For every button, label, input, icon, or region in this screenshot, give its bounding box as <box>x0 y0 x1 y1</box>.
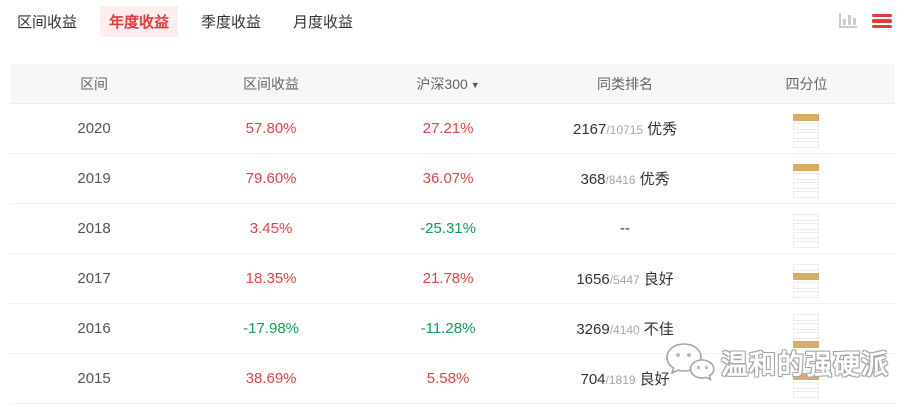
quartile-cell <box>718 208 895 250</box>
interval-return-cell: 38.69% <box>245 370 297 387</box>
peer-rank-cell: 2167/10715 优秀 <box>532 118 718 139</box>
rank-total: /8416 <box>605 173 636 187</box>
rank-total: /10715 <box>606 123 644 137</box>
tab-quarterly-returns[interactable]: 季度收益 <box>201 13 262 31</box>
peer-rank-cell: 1656/5447 良好 <box>532 268 718 289</box>
rank-number: 704 <box>580 371 606 388</box>
table-row: 2016 -17.98% -11.28% 3269/4140 不佳 <box>10 304 895 354</box>
table-body: 2020 57.80% 27.21% 2167/10715 优秀 2019 79.60% 36… <box>10 104 895 404</box>
rank-number: 368 <box>580 171 606 188</box>
peer-rank-cell: 704/1819 良好 <box>532 368 718 389</box>
header-interval-return: 区间收益 <box>243 75 300 92</box>
rank-grade-label: 优秀 <box>647 121 678 138</box>
benchmark-return-cell: 27.21% <box>422 120 474 137</box>
quartile-icon <box>793 163 820 200</box>
rank-grade-label: 良好 <box>639 371 670 388</box>
rank-total: /1819 <box>605 373 636 387</box>
table-row: 2015 38.69% 5.58% 704/1819 良好 <box>10 354 895 404</box>
rank-grade-label: 不佳 <box>643 321 674 338</box>
benchmark-return-cell: 21.78% <box>422 270 474 287</box>
quartile-icon <box>793 363 820 400</box>
rank-number: 1656 <box>576 271 610 288</box>
interval-return-cell: 79.60% <box>245 170 297 187</box>
peer-rank-cell: 3269/4140 不佳 <box>532 318 718 339</box>
table-header-row: 区间 区间收益 沪深300 ▼ 同类排名 四分位 <box>10 64 895 104</box>
table-row: 2019 79.60% 36.07% 368/8416 优秀 <box>10 154 895 204</box>
rank-total: /5447 <box>609 273 640 287</box>
bar-chart-icon[interactable] <box>835 9 861 33</box>
rank-number: -- <box>620 220 631 237</box>
interval-return-cell: 3.45% <box>249 220 293 237</box>
annual-returns-table: 区间 区间收益 沪深300 ▼ 同类排名 四分位 2020 57.80% 27.21%… <box>10 64 895 404</box>
rank-grade-label: 优秀 <box>639 171 670 188</box>
header-benchmark-label: 沪深300 <box>416 75 468 92</box>
interval-return-cell: 57.80% <box>245 120 297 137</box>
benchmark-return-cell: 5.58% <box>426 370 470 387</box>
benchmark-return-cell: -25.31% <box>420 220 476 237</box>
rank-total: /4140 <box>609 323 640 337</box>
peer-rank-cell: 368/8416 优秀 <box>532 168 718 189</box>
quartile-cell <box>718 308 895 350</box>
quartile-icon <box>793 313 820 350</box>
header-period: 区间 <box>80 75 109 92</box>
period-cell: 2019 <box>77 170 111 187</box>
tab-annual-returns[interactable]: 年度收益 <box>100 5 179 37</box>
quartile-cell <box>718 358 895 400</box>
period-cell: 2018 <box>77 220 111 237</box>
tab-interval-returns[interactable]: 区间收益 <box>17 13 78 31</box>
rank-number: 2167 <box>573 121 607 138</box>
header-quartile: 四分位 <box>785 75 828 92</box>
quartile-cell <box>718 108 895 150</box>
period-cell: 2020 <box>77 120 111 137</box>
quartile-icon <box>793 113 820 150</box>
header-benchmark-dropdown[interactable]: 沪深300 ▼ <box>364 74 532 94</box>
peer-rank-cell: -- <box>532 220 718 237</box>
table-row: 2020 57.80% 27.21% 2167/10715 优秀 <box>10 104 895 154</box>
interval-return-cell: 18.35% <box>245 270 297 287</box>
table-row: 2018 3.45% -25.31% -- <box>10 204 895 254</box>
quartile-icon <box>793 213 820 250</box>
interval-return-cell: -17.98% <box>243 320 299 337</box>
returns-tabbar: 区间收益 年度收益 季度收益 月度收益 <box>0 0 905 37</box>
tab-monthly-returns[interactable]: 月度收益 <box>293 13 354 31</box>
chevron-down-icon: ▼ <box>470 79 480 90</box>
period-cell: 2015 <box>77 370 111 387</box>
rank-grade-label: 良好 <box>643 271 674 288</box>
rank-number: 3269 <box>576 321 610 338</box>
benchmark-return-cell: -11.28% <box>420 320 476 337</box>
header-peer-rank: 同类排名 <box>597 75 654 92</box>
quartile-cell <box>718 258 895 300</box>
table-row: 2017 18.35% 21.78% 1656/5447 良好 <box>10 254 895 304</box>
period-cell: 2017 <box>77 270 111 287</box>
period-cell: 2016 <box>77 320 111 337</box>
quartile-cell <box>718 158 895 200</box>
hamburger-menu-icon[interactable] <box>869 9 895 33</box>
quartile-icon <box>793 263 820 300</box>
benchmark-return-cell: 36.07% <box>422 170 474 187</box>
